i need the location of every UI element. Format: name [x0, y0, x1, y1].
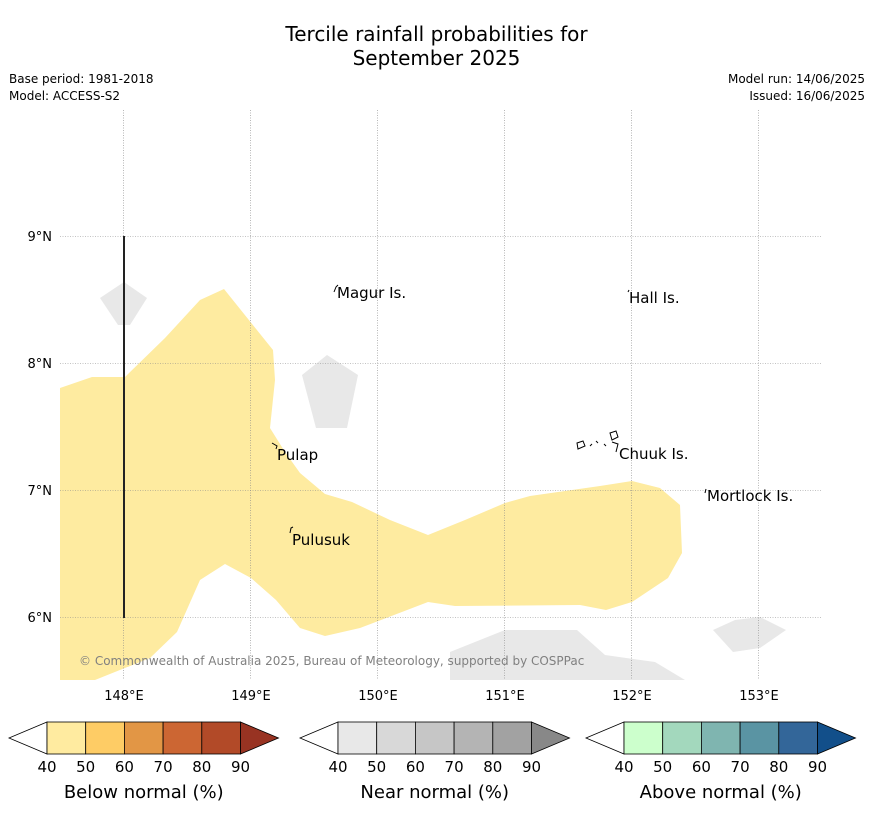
lat-tick-label: 6°N — [28, 611, 53, 626]
below-normal-colorbar: 40 50 60 70 80 90 Below normal (%) — [7, 721, 280, 803]
colorbar-tick-label: 70 — [731, 758, 750, 776]
colorbar-label: Near normal (%) — [360, 782, 509, 803]
near-normal-patch — [713, 617, 786, 652]
base-period: Base period: 1981-2018 — [9, 72, 154, 86]
lat-tick-label: 9°N — [28, 230, 53, 245]
title-line-2: September 2025 — [352, 46, 521, 70]
colorbar-segment — [662, 721, 702, 755]
colorbar-tick-label: 50 — [367, 758, 386, 776]
lon-tick-label: 150°E — [358, 689, 398, 704]
island-outlines — [271, 284, 707, 534]
colorbar-segment — [739, 721, 780, 755]
colorbar-segment — [337, 721, 378, 755]
title-line-1: Tercile rainfall probabilities for — [285, 22, 588, 46]
colorbar-tick-label: 80 — [192, 758, 211, 776]
colorbar-segment — [85, 721, 125, 755]
lon-tick-labels: 148°E 149°E 150°E 151°E 152°E 153°E — [104, 689, 779, 704]
colorbar-segment — [778, 721, 818, 755]
meta-left: Base period: 1981-2018 Model: ACCESS-S2 — [9, 71, 154, 105]
colorbar-extension-low — [298, 721, 339, 755]
lat-tick-label: 8°N — [28, 357, 53, 372]
colorbar-legends: 40 50 60 70 80 90 Below normal (%) 40 50 60 70 80 90… — [7, 721, 857, 803]
colorbar-tick-label: 40 — [614, 758, 633, 776]
model-run: Model run: 14/06/2025 — [727, 72, 865, 86]
colorbar-tick-label: 90 — [522, 758, 541, 776]
place-label-chuuk: Chuuk Is. — [619, 445, 688, 463]
colorbar-segment — [453, 721, 494, 755]
colorbar-segment — [124, 721, 164, 755]
colorbar-tick-label: 60 — [692, 758, 711, 776]
issued-date: Issued: 16/06/2025 — [749, 89, 865, 103]
lat-tick-labels: 9°N 8°N 7°N 6°N — [28, 230, 53, 626]
above-normal-colorbar: 40 50 60 70 80 90 Above normal (%) — [584, 721, 857, 803]
colorbar-extension-high — [531, 721, 571, 755]
place-label-hall: Hall Is. — [629, 289, 680, 307]
colorbar-tick-label: 70 — [154, 758, 173, 776]
colorbar-segment — [201, 721, 241, 755]
colorbar-tick-label: 90 — [808, 758, 827, 776]
colorbar-label: Above normal (%) — [640, 782, 802, 803]
lon-tick-label: 151°E — [485, 689, 525, 704]
place-label-magur: Magur Is. — [337, 284, 406, 302]
map-title: Tercile rainfall probabilities for Septe… — [0, 22, 873, 70]
colorbar-label: Below normal (%) — [64, 782, 224, 803]
near-normal-patch — [450, 630, 685, 680]
place-label-mortlock: Mortlock Is. — [707, 487, 793, 505]
colorbar-segment — [376, 721, 416, 755]
place-label-pulusuk: Pulusuk — [292, 531, 350, 549]
colorbar-tick-label: 50 — [653, 758, 672, 776]
colorbar-tick-label: 90 — [231, 758, 250, 776]
lat-tick-label: 7°N — [28, 484, 53, 499]
near-normal-colorbar: 40 50 60 70 80 90 Near normal (%) — [298, 721, 571, 803]
lon-tick-label: 153°E — [739, 689, 779, 704]
colorbar-tick-label: 40 — [328, 758, 347, 776]
copyright-note: © Commonwealth of Australia 2025, Bureau… — [79, 654, 584, 668]
lon-tick-label: 149°E — [231, 689, 271, 704]
colorbar-tick-label: 50 — [76, 758, 95, 776]
colorbar-segment — [414, 721, 455, 755]
colorbar-tick-label: 80 — [769, 758, 788, 776]
colorbar-extension-low — [584, 721, 625, 755]
colorbar-extension-low — [7, 721, 48, 755]
colorbar-extension-high — [240, 721, 280, 755]
colorbar-segment — [623, 721, 664, 755]
colorbar-segment — [162, 721, 203, 755]
colorbar-segment — [492, 721, 532, 755]
colorbar-segment — [701, 721, 741, 755]
model-name: Model: ACCESS-S2 — [9, 89, 121, 103]
lon-tick-label: 152°E — [612, 689, 652, 704]
colorbar-tick-label: 40 — [37, 758, 56, 776]
meta-right: Model run: 14/06/2025 Issued: 16/06/2025 — [728, 71, 865, 105]
below-normal-region — [60, 289, 682, 680]
near-normal-patch — [302, 355, 358, 428]
colorbar-tick-label: 70 — [445, 758, 464, 776]
colorbar-extension-high — [817, 721, 857, 755]
place-label-pulap: Pulap — [277, 446, 318, 464]
colorbar-tick-label: 60 — [406, 758, 425, 776]
lon-tick-label: 148°E — [104, 689, 144, 704]
colorbar-tick-label: 60 — [115, 758, 134, 776]
colorbar-tick-label: 80 — [483, 758, 502, 776]
colorbar-segment — [46, 721, 87, 755]
